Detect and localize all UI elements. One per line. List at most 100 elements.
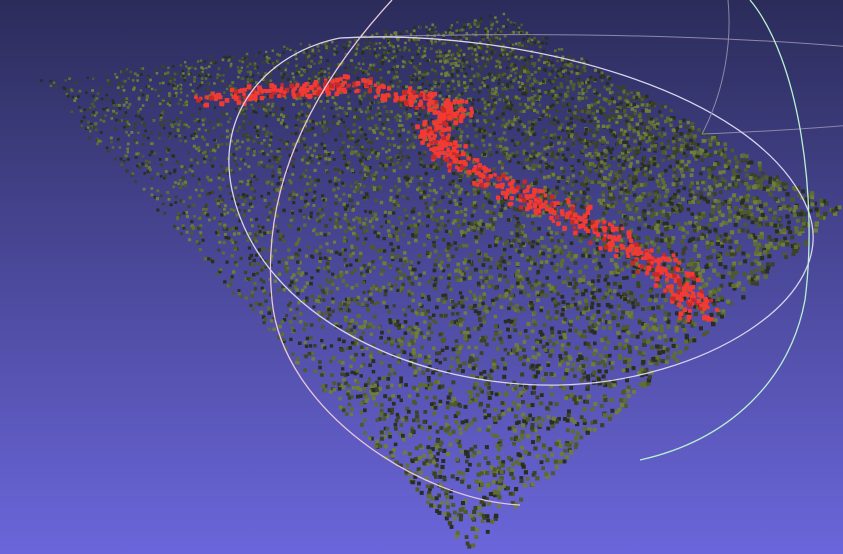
- cloud-point: [387, 408, 392, 413]
- cloud-point: [560, 258, 565, 263]
- cloud-point: [585, 202, 589, 206]
- cloud-point: [264, 299, 268, 303]
- cloud-point: [515, 262, 520, 266]
- cloud-point: [344, 47, 347, 50]
- cloud-point: [601, 201, 605, 205]
- cloud-point: [387, 397, 392, 402]
- cloud-point: [336, 113, 340, 117]
- cloud-point: [251, 307, 255, 311]
- cloud-point: [641, 342, 646, 347]
- cloud-point: [234, 186, 238, 190]
- cloud-point: [716, 312, 721, 317]
- cloud-point: [310, 180, 314, 183]
- cloud-point: [449, 495, 454, 500]
- cloud-point: [445, 495, 449, 499]
- cloud-point: [388, 143, 392, 146]
- cloud-point: [477, 45, 481, 49]
- cloud-point: [540, 236, 544, 240]
- cloud-point: [490, 298, 495, 303]
- cloud-point: [298, 228, 302, 232]
- cloud-point: [561, 376, 566, 381]
- cloud-point: [507, 218, 511, 222]
- cloud-point: [382, 300, 386, 305]
- cloud-point: [478, 401, 483, 406]
- cloud-point: [501, 200, 506, 204]
- cloud-point: [544, 90, 548, 94]
- cloud-point: [607, 186, 612, 190]
- cloud-point: [697, 217, 702, 222]
- cloud-point: [230, 139, 233, 143]
- cloud-point: [385, 150, 388, 154]
- cloud-point: [488, 265, 493, 270]
- cloud-point: [709, 153, 713, 157]
- cloud-point: [216, 73, 219, 76]
- cloud-point: [458, 426, 463, 431]
- cloud-point: [785, 192, 790, 197]
- cloud-point: [163, 211, 166, 215]
- cloud-point: [520, 253, 524, 257]
- cloud-point: [409, 260, 413, 264]
- cloud-point: [156, 189, 160, 193]
- cloud-point: [150, 87, 154, 91]
- cloud-point: [143, 172, 147, 175]
- cloud-point: [451, 179, 455, 183]
- cloud-point: [495, 144, 500, 148]
- cloud-point: [444, 74, 448, 77]
- cloud-point: [447, 120, 451, 124]
- cloud-point: [435, 218, 439, 222]
- cloud-point: [721, 309, 726, 314]
- cloud-point: [686, 264, 690, 269]
- cloud-point: [161, 101, 165, 104]
- cloud-point: [753, 259, 758, 264]
- cloud-point: [464, 191, 468, 195]
- cloud-point: [456, 52, 459, 55]
- cloud-point: [531, 374, 536, 379]
- cloud-point: [612, 178, 616, 183]
- cloud-point: [403, 111, 407, 115]
- cloud-point: [378, 444, 383, 448]
- cloud-point: [680, 143, 684, 148]
- cloud-point: [351, 63, 354, 67]
- cloud-point: [801, 189, 805, 194]
- cloud-point: [650, 208, 654, 212]
- cloud-point: [712, 166, 716, 170]
- cloud-point: [424, 476, 429, 481]
- cloud-point: [624, 357, 628, 362]
- cloud-point: [322, 198, 326, 202]
- cloud-point: [288, 179, 292, 182]
- cloud-point: [570, 154, 575, 159]
- cloud-point: [254, 81, 258, 84]
- cloud-point: [594, 123, 598, 127]
- cloud-point: [228, 55, 231, 59]
- cloud-point: [261, 225, 265, 230]
- cloud-point: [601, 326, 606, 330]
- cloud-point: [399, 126, 403, 129]
- cloud-point: [768, 207, 772, 212]
- cloud-point: [651, 177, 655, 181]
- cloud-point: [460, 187, 464, 191]
- cloud-point: [463, 334, 468, 339]
- cloud-point: [174, 135, 178, 138]
- cloud-point: [201, 212, 204, 215]
- cloud-point: [192, 65, 195, 69]
- cloud-point: [583, 132, 588, 136]
- cloud-point: [648, 177, 652, 181]
- cloud-point: [592, 287, 597, 291]
- cloud-point: [314, 97, 317, 100]
- cloud-point: [606, 340, 611, 345]
- cloud-point: [525, 335, 530, 340]
- cloud-point: [604, 369, 609, 374]
- cloud-point: [642, 134, 646, 138]
- cloud-point: [632, 95, 636, 99]
- cloud-point: [681, 197, 685, 202]
- cloud-point: [481, 126, 485, 130]
- cloud-point: [639, 244, 644, 249]
- cloud-point: [191, 113, 194, 117]
- cloud-point: [232, 270, 236, 274]
- cloud-point: [558, 335, 563, 340]
- cloud-point: [324, 96, 328, 100]
- cloud-point: [717, 162, 721, 166]
- cloud-point: [564, 191, 568, 195]
